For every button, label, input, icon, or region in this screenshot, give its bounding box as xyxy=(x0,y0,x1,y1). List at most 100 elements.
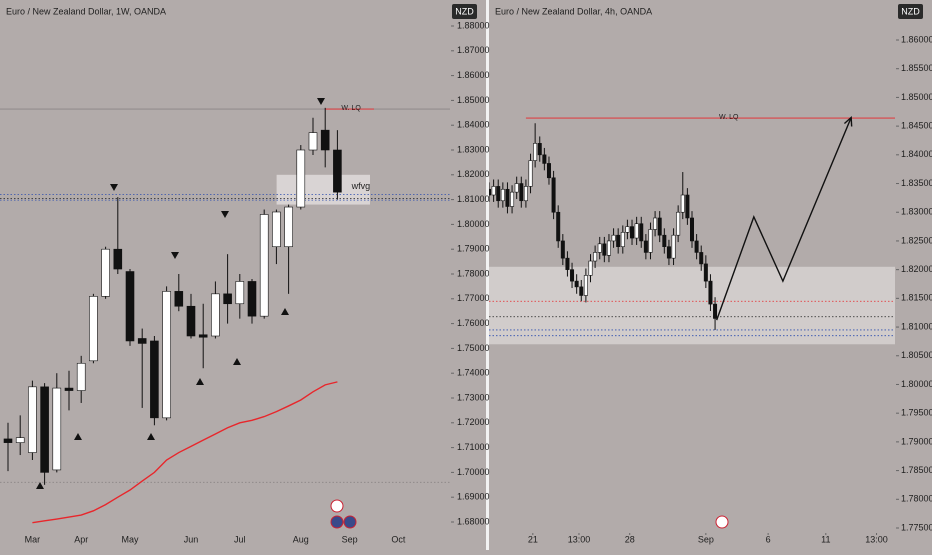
candle-body xyxy=(500,188,505,202)
candle-body xyxy=(689,217,694,242)
candle-body xyxy=(662,234,667,247)
candle-body xyxy=(247,281,257,317)
icon xyxy=(343,515,357,529)
candle-body xyxy=(296,149,306,208)
candle-body xyxy=(198,334,208,338)
plot: wfvg W. LQ xyxy=(0,105,450,524)
candle-body xyxy=(680,194,685,213)
candle-body xyxy=(685,194,690,219)
y-tick-label: 1.70000 xyxy=(457,467,490,477)
y-tick-label: 1.82500 xyxy=(901,235,932,245)
candle-body xyxy=(533,143,538,161)
candle-body xyxy=(653,217,658,230)
candle-body xyxy=(574,280,579,288)
zone xyxy=(276,174,370,205)
candle-body xyxy=(150,340,159,419)
candle-body xyxy=(565,257,570,270)
candle-body xyxy=(588,260,593,276)
candle-body xyxy=(137,338,147,344)
candle-body xyxy=(89,296,98,362)
candle-body xyxy=(648,229,653,253)
candle-body xyxy=(235,281,245,305)
candle-body xyxy=(676,211,681,236)
divider xyxy=(486,0,489,550)
y-tick-label: 1.75000 xyxy=(457,343,490,353)
icon xyxy=(715,515,729,529)
candle-body xyxy=(616,234,621,247)
candle-body xyxy=(76,362,86,391)
currency-label: NZD xyxy=(455,6,474,16)
right-header: Euro / New Zealand Dollar, 4h, OANDA NZD xyxy=(495,4,923,19)
y-tick-label: 1.79000 xyxy=(457,244,490,254)
chart-title: Euro / New Zealand Dollar, 1W, OANDA xyxy=(6,6,166,16)
y-tick-label: 1.71000 xyxy=(457,442,490,452)
x-tick-label: Oct xyxy=(391,534,406,544)
candle-body xyxy=(272,211,281,248)
y-tick-label: 1.80000 xyxy=(457,219,490,229)
y-tick-label: 1.85000 xyxy=(457,95,490,105)
x-tick-label: Sep xyxy=(342,534,358,544)
y-tick-label: 1.81000 xyxy=(457,194,490,204)
candle-body xyxy=(639,223,644,242)
y-tick-label: 1.81000 xyxy=(901,321,932,331)
candle-body xyxy=(694,240,699,253)
y-tick-label: 1.85000 xyxy=(901,92,932,102)
indicator-icons xyxy=(330,499,729,529)
currency-badge xyxy=(898,4,923,19)
candle-body xyxy=(593,252,598,262)
candle-body xyxy=(491,186,496,196)
y-tick-label: 1.76000 xyxy=(457,318,490,328)
candle-body xyxy=(510,191,515,207)
y-tick-label: 1.83500 xyxy=(901,178,932,188)
candle-body xyxy=(259,214,269,317)
y-tick-label: 1.86000 xyxy=(457,70,490,80)
y-tick-label: 1.82000 xyxy=(457,169,490,179)
candle-body xyxy=(308,132,318,151)
icon xyxy=(330,499,344,513)
candle-body xyxy=(625,226,630,233)
candle-body xyxy=(320,129,330,151)
candle-body xyxy=(620,232,625,247)
candle-body xyxy=(597,243,602,253)
candle-body xyxy=(666,246,671,259)
candle-body xyxy=(699,252,704,265)
y-tick-label: 1.68000 xyxy=(457,516,490,526)
candle-body xyxy=(570,269,575,282)
candle-body xyxy=(657,217,662,236)
candle-body xyxy=(630,226,635,239)
y-tick-label: 1.73000 xyxy=(457,392,490,402)
candle-body xyxy=(174,291,184,307)
y-tick-label: 1.80000 xyxy=(901,379,932,389)
candle-body xyxy=(579,286,584,296)
candle-body xyxy=(671,234,676,259)
y-tick-label: 1.86000 xyxy=(901,34,932,44)
currency-badge xyxy=(452,4,477,19)
candle-body xyxy=(101,248,110,297)
x-tick-label: Jun xyxy=(184,534,199,544)
left-header: Euro / New Zealand Dollar, 1W, OANDA NZD xyxy=(6,4,477,19)
y-tick-label: 1.88000 xyxy=(457,20,490,30)
candle-body xyxy=(52,387,62,471)
zone-label: wfvg xyxy=(351,181,371,191)
x-tick-label: 13:00 xyxy=(568,534,591,544)
candle-body xyxy=(3,438,13,443)
candle-body xyxy=(643,240,648,253)
candle-body xyxy=(125,271,135,342)
candle-body xyxy=(519,183,524,202)
x-tick-label: Sep xyxy=(698,534,714,544)
y-tick-label: 1.77500 xyxy=(901,522,932,532)
candle-body xyxy=(542,154,547,164)
candle-body xyxy=(560,240,565,259)
annotation-label: W. LQ xyxy=(341,105,361,112)
candle-body xyxy=(583,275,588,296)
x-tick-label: May xyxy=(121,534,139,544)
y-tick-label: 1.69000 xyxy=(457,492,490,502)
candle-body xyxy=(223,293,232,305)
y-tick-label: 1.78000 xyxy=(457,268,490,278)
y-tick-label: 1.79000 xyxy=(901,436,932,446)
candle-body xyxy=(186,305,196,337)
y-tick-label: 1.81500 xyxy=(901,293,932,303)
candle-body xyxy=(634,223,639,239)
candle-body xyxy=(505,188,510,207)
